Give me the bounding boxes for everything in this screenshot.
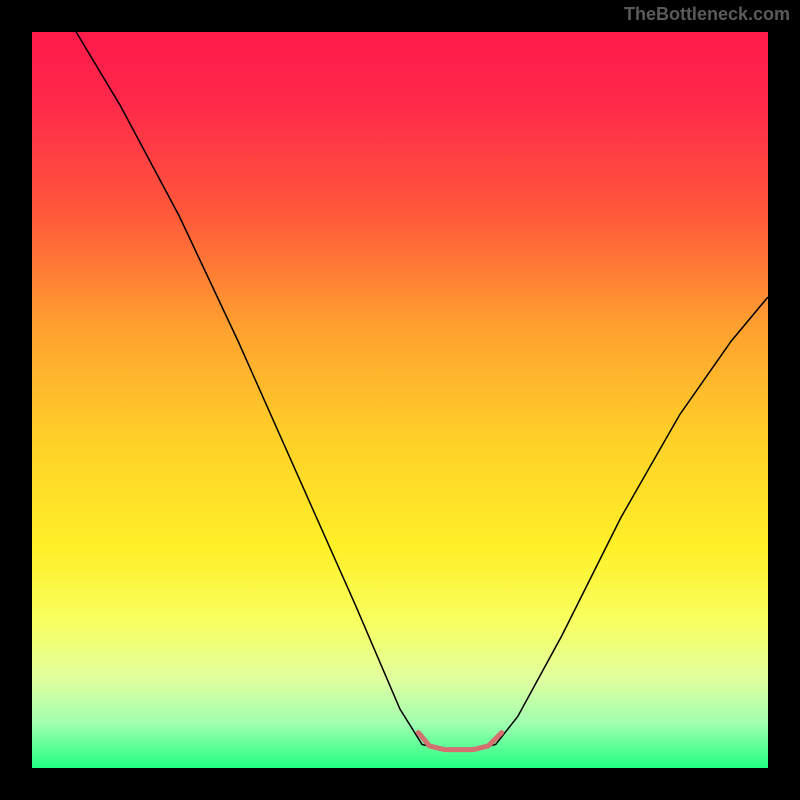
watermark-text: TheBottleneck.com: [624, 4, 790, 25]
plot-background: [32, 32, 768, 768]
bottleneck-chart: TheBottleneck.com: [0, 0, 800, 800]
chart-svg: [0, 0, 800, 800]
